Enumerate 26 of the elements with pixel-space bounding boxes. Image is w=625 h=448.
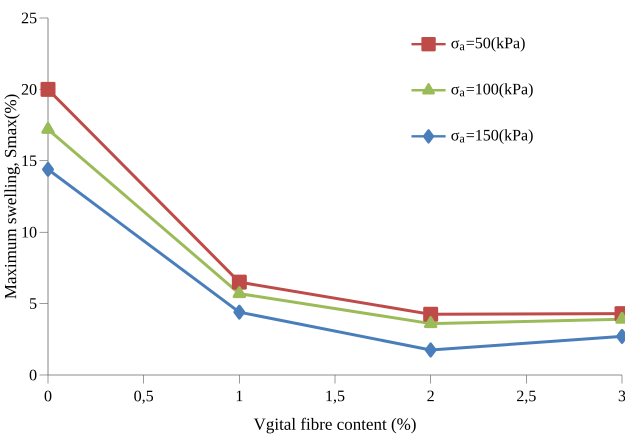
y-tick-label: 10 (22, 226, 36, 238)
y-tick-label: 15 (22, 155, 36, 166)
x-tick-label: 1,5 (326, 390, 344, 404)
y-tick-label: 0 (30, 370, 36, 380)
legend-label: σ$_{a}$=50(kPa) (451, 37, 525, 52)
y-axis-title: Maximum swelling, Smax(%) (4, 94, 20, 299)
point (233, 304, 246, 320)
point (40, 82, 56, 97)
point (424, 342, 437, 358)
x-tick-label: 2,5 (517, 390, 536, 404)
legend-label: σ$_{a}$=100(kPa) (451, 83, 533, 98)
point (232, 274, 247, 290)
x-tick-label: 2 (427, 390, 434, 402)
point (424, 316, 438, 328)
y-tick-label: 5 (30, 298, 36, 309)
point (41, 122, 55, 134)
point (232, 286, 246, 298)
x-tick-label: 1 (236, 390, 242, 402)
y-tick-label: 20 (22, 84, 36, 95)
x-tick-label: 0,5 (134, 390, 154, 404)
legend-label: σ$_{a}$=150(kPa) (451, 129, 533, 144)
x-axis-title: Vgital fibre content (%) (254, 418, 416, 434)
x-tick-label: 3 (618, 390, 625, 402)
x-tick-label: 0 (44, 390, 52, 402)
point (42, 162, 54, 177)
y-tick-label: 25 (22, 12, 36, 24)
